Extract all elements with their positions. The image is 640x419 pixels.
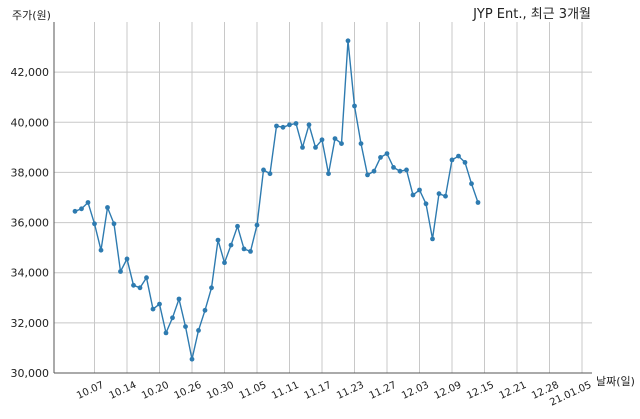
x-tick-label: 12.15 xyxy=(465,380,496,402)
data-point xyxy=(235,223,240,229)
data-point xyxy=(131,282,136,288)
data-point xyxy=(241,246,247,252)
x-tick-label: 10.20 xyxy=(140,380,171,402)
data-point xyxy=(319,137,325,143)
y-tick-label: 32,000 xyxy=(11,317,50,330)
data-point xyxy=(98,247,104,253)
data-point xyxy=(293,121,299,126)
data-point xyxy=(105,205,110,210)
y-tick-label: 34,000 xyxy=(11,267,50,280)
data-point xyxy=(170,315,175,321)
data-point xyxy=(150,306,156,312)
data-point xyxy=(261,167,266,173)
data-point xyxy=(397,168,403,174)
data-point xyxy=(404,167,409,173)
data-point xyxy=(267,171,273,177)
data-point xyxy=(228,242,234,248)
data-point xyxy=(352,103,357,109)
data-point xyxy=(189,356,195,362)
x-tick-label: 10.26 xyxy=(173,380,204,402)
data-point xyxy=(378,155,383,160)
data-point xyxy=(79,206,84,212)
data-point xyxy=(300,145,305,150)
data-point xyxy=(157,301,162,307)
x-tick-label: 11.05 xyxy=(238,380,269,402)
data-point xyxy=(215,237,221,243)
data-point xyxy=(248,249,253,254)
x-tick-label: 10.30 xyxy=(205,380,236,402)
series-line xyxy=(74,40,479,360)
data-point xyxy=(462,160,468,165)
data-point xyxy=(443,193,448,199)
data-point xyxy=(183,324,188,329)
x-tick-label: 11.27 xyxy=(368,380,399,402)
data-point xyxy=(202,307,208,313)
data-point xyxy=(384,151,390,157)
data-point xyxy=(144,275,149,281)
x-tick-label: 11.17 xyxy=(303,380,334,402)
data-point xyxy=(456,153,461,159)
data-point xyxy=(332,136,338,142)
x-tick-label: 11.11 xyxy=(270,380,301,402)
y-axis-label: 주가(원) xyxy=(12,9,51,22)
data-point xyxy=(209,285,214,291)
data-point xyxy=(176,296,182,302)
x-tick-label: 12.21 xyxy=(498,380,529,402)
data-point xyxy=(274,123,279,129)
data-point xyxy=(469,181,474,187)
x-tick-label: 12.09 xyxy=(433,380,464,402)
y-tick-label: 40,000 xyxy=(11,116,50,129)
data-point xyxy=(339,141,344,147)
chart-title: JYP Ent., 최근 3개월 xyxy=(472,7,591,22)
data-point xyxy=(137,285,143,291)
data-point xyxy=(196,328,201,333)
data-point xyxy=(475,200,481,205)
data-point xyxy=(118,269,123,274)
data-point xyxy=(417,187,422,193)
y-tick-label: 30,000 xyxy=(11,367,50,380)
data-point xyxy=(306,122,312,128)
data-point xyxy=(92,221,97,227)
series xyxy=(72,38,481,362)
data-point xyxy=(436,191,442,197)
data-point xyxy=(391,165,396,170)
data-point xyxy=(326,171,331,177)
data-point xyxy=(280,124,286,130)
data-point xyxy=(287,122,292,128)
data-point xyxy=(449,157,455,163)
data-point xyxy=(313,145,318,150)
grid xyxy=(54,22,592,374)
data-point xyxy=(371,168,377,174)
x-tick-label: 11.23 xyxy=(335,380,366,402)
x-tick-label: 10.14 xyxy=(108,380,139,402)
x-tick-label: 10.07 xyxy=(75,380,106,402)
y-tick-label: 42,000 xyxy=(11,66,50,79)
data-point xyxy=(254,222,260,228)
data-point xyxy=(111,221,117,227)
data-point xyxy=(410,192,416,198)
y-tick-label: 38,000 xyxy=(11,166,50,179)
data-point xyxy=(163,330,169,336)
x-tick-label: 12.03 xyxy=(400,380,431,402)
data-point xyxy=(124,256,130,262)
data-point xyxy=(430,236,435,242)
data-point xyxy=(85,200,91,205)
data-point xyxy=(365,172,370,178)
data-point xyxy=(72,208,78,214)
data-point xyxy=(345,38,351,44)
axes xyxy=(53,22,592,374)
data-point xyxy=(423,201,429,207)
y-tick-label: 36,000 xyxy=(11,217,50,230)
x-axis-label: 날짜(일) xyxy=(596,374,635,388)
data-point xyxy=(222,260,227,266)
data-point xyxy=(358,141,364,147)
